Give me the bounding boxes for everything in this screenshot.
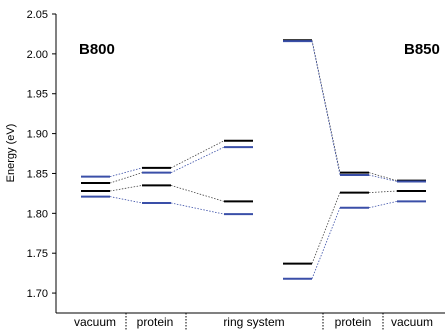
category-label-ring-system: ring system bbox=[223, 315, 284, 329]
connector-b800_prot-b800_ring-0 bbox=[170, 140, 225, 169]
axes bbox=[55, 14, 445, 314]
y-tick-label-0: 1.70 bbox=[27, 288, 48, 300]
group-label-b800: B800 bbox=[79, 41, 115, 58]
category-label-protein-right: protein bbox=[335, 315, 372, 329]
y-tick-label-7: 2.05 bbox=[27, 9, 48, 21]
group-label-b850: B850 bbox=[404, 41, 440, 58]
y-tick-label-4: 1.90 bbox=[27, 129, 48, 141]
connector-b850_prot-b850_vac-3 bbox=[368, 200, 398, 209]
connector-b800_vac-b800_prot-1 bbox=[109, 172, 143, 184]
connector-b850_prot-b850_vac-2 bbox=[368, 190, 398, 194]
y-tick-label-5: 1.95 bbox=[27, 89, 48, 101]
connector-b800_prot-b800_ring-1 bbox=[170, 146, 225, 174]
energy-levels bbox=[81, 39, 426, 280]
connector-b850_prot-b850_vac-0 bbox=[368, 172, 398, 182]
connector-b850_ring-b850_prot-3 bbox=[311, 207, 341, 279]
y-tick-label-3: 1.85 bbox=[27, 168, 48, 180]
y-tick-label-6: 2.00 bbox=[27, 49, 48, 61]
y-axis-title: Energy (eV) bbox=[5, 124, 17, 183]
connector-b850_ring-b850_prot-2 bbox=[311, 192, 341, 264]
connector-b800_vac-b800_prot-2 bbox=[109, 185, 143, 192]
connector-b850_ring-b850_prot-1 bbox=[311, 41, 341, 176]
y-tick-label-1: 1.75 bbox=[27, 248, 48, 260]
category-label-vacuum-left: vacuum bbox=[74, 315, 116, 329]
connector-lines bbox=[109, 40, 398, 279]
category-label-protein-left: protein bbox=[137, 315, 174, 329]
connector-b800_vac-b800_prot-3 bbox=[109, 196, 143, 204]
category-separators bbox=[125, 313, 384, 331]
y-tick-label-2: 1.80 bbox=[27, 208, 48, 220]
connector-b850_prot-b850_vac-1 bbox=[368, 174, 398, 182]
y-ticks: 1.70 1.75 1.80 1.85 1.90 1.95 2.00 2.05 bbox=[27, 9, 56, 300]
connector-b800_prot-b800_ring-3 bbox=[170, 202, 225, 215]
connector-b800_prot-b800_ring-2 bbox=[170, 185, 225, 202]
category-label-vacuum-right: vacuum bbox=[391, 315, 433, 329]
connector-b800_vac-b800_prot-0 bbox=[109, 167, 143, 178]
